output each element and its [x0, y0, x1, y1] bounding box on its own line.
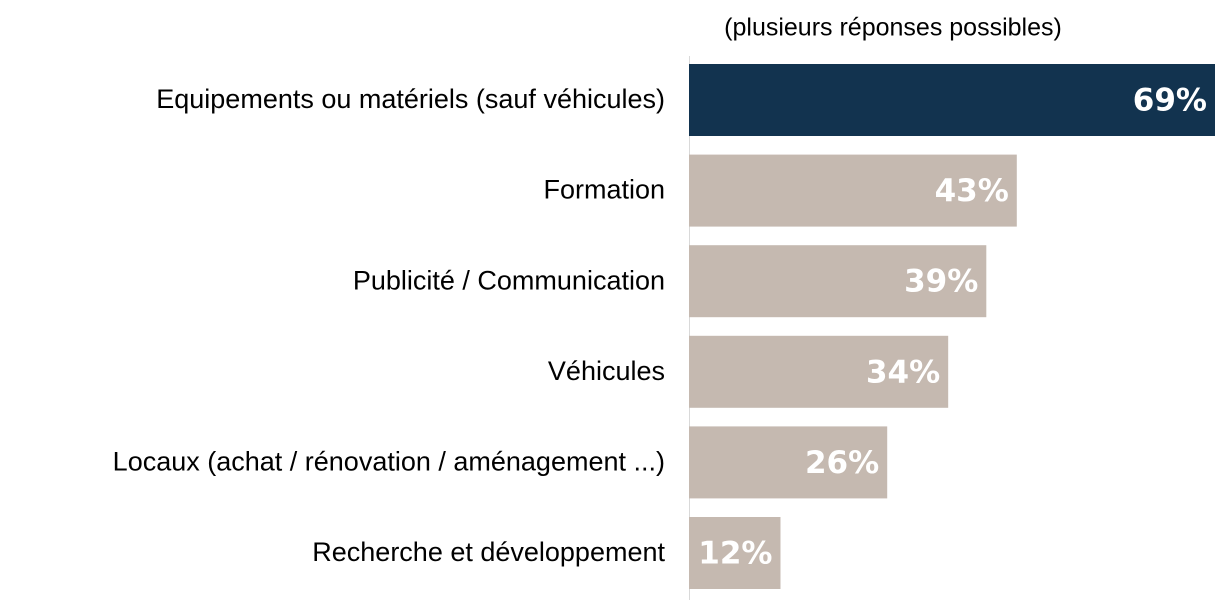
bar — [689, 335, 949, 408]
category-label: Locaux (achat / rénovation / aménagement… — [113, 447, 665, 477]
bar — [689, 517, 781, 589]
category-label: Publicité / Communication — [353, 265, 665, 295]
value-label: 39% — [904, 264, 978, 300]
category-label: Véhicules — [548, 356, 665, 386]
category-label: Equipements ou matériels (sauf véhicules… — [156, 84, 665, 114]
chart-subtitle: (plusieurs réponses possibles) — [724, 14, 1062, 42]
value-label: 12% — [698, 536, 772, 572]
value-label: 43% — [935, 173, 1009, 209]
value-label: 26% — [805, 445, 879, 481]
bar — [689, 245, 987, 318]
bar — [689, 64, 1215, 136]
category-label: Recherche et développement — [312, 537, 665, 567]
bar — [689, 426, 888, 499]
value-label: 34% — [866, 354, 940, 390]
category-label: Formation — [543, 175, 665, 205]
bar — [689, 154, 1017, 227]
value-label: 69% — [1133, 83, 1207, 119]
